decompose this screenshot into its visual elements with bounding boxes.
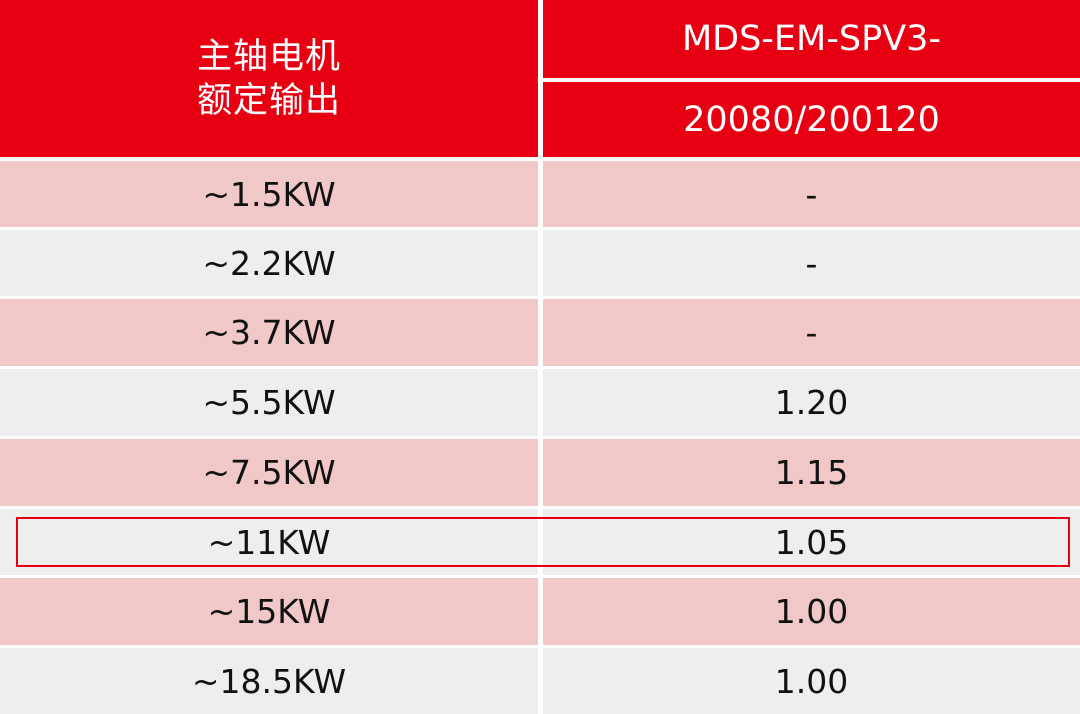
table-row-output: ~7.5KW: [0, 439, 538, 506]
table-row-value: 1.15: [543, 439, 1080, 506]
header-left-line1: 主轴电机: [196, 36, 341, 77]
header-spindle-motor-rated-output: 主轴电机 额定输出: [0, 0, 538, 157]
header-model-line1: MDS-EM-SPV3-: [543, 0, 1080, 78]
table-row-value: 1.00: [543, 648, 1080, 714]
table-row-output: ~3.7KW: [0, 299, 538, 366]
table-row-value: -: [543, 161, 1080, 227]
table-row-output: ~1.5KW: [0, 161, 538, 227]
table-row-output: ~2.2KW: [0, 230, 538, 296]
header-left-line2: 额定输出: [196, 80, 341, 121]
table-row-output: ~18.5KW: [0, 648, 538, 714]
header-model-line2: 20080/200120: [543, 82, 1080, 157]
table-row-value: -: [543, 299, 1080, 366]
table-row-output: ~15KW: [0, 578, 538, 645]
table-row-value: 1.05: [543, 509, 1080, 575]
table-row-value: 1.00: [543, 578, 1080, 645]
table-row-value: -: [543, 230, 1080, 296]
table-row-value: 1.20: [543, 369, 1080, 436]
table-row-output: ~11KW: [0, 509, 538, 575]
table-row-output: ~5.5KW: [0, 369, 538, 436]
